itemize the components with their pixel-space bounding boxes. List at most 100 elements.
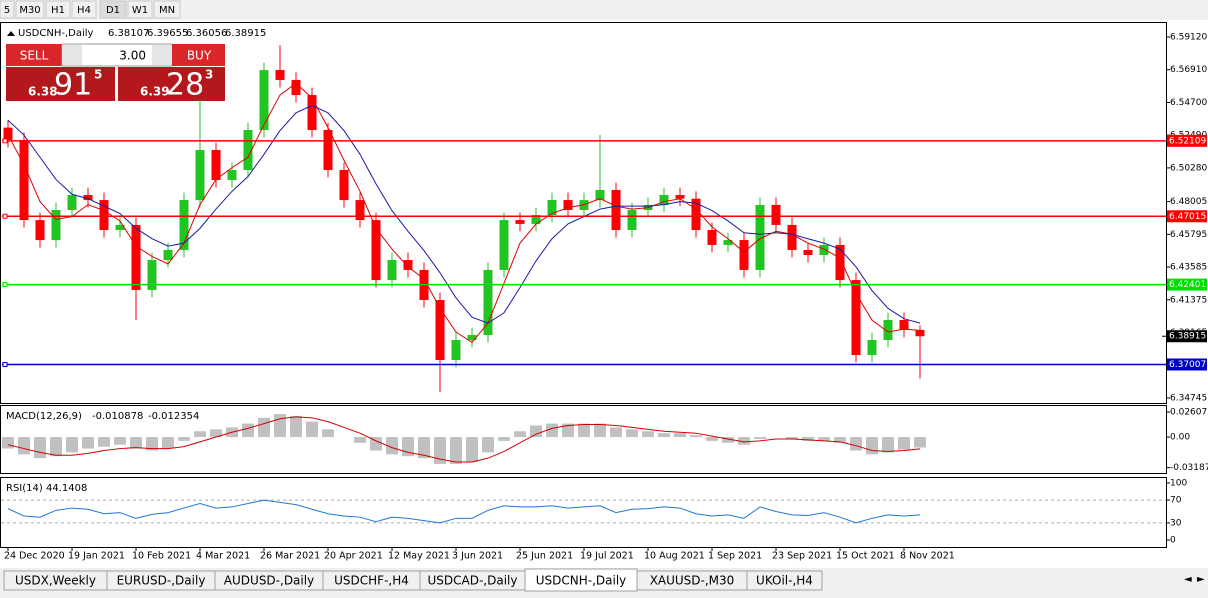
candle-body xyxy=(147,260,157,290)
macd-bar xyxy=(466,437,478,463)
buy-price-box[interactable] xyxy=(118,67,225,101)
lot-down[interactable] xyxy=(62,45,82,65)
candle-body xyxy=(3,127,13,140)
macd-bar xyxy=(578,423,590,438)
scroll-right[interactable]: ► xyxy=(1197,574,1205,585)
candle-body xyxy=(691,198,701,230)
candle-body xyxy=(323,130,333,170)
timeframe-button[interactable] xyxy=(153,0,181,19)
candle-body xyxy=(483,269,493,335)
sell-price-box[interactable] xyxy=(6,67,115,101)
y-tick-label: 6.59120 xyxy=(1170,33,1207,43)
macd-pane xyxy=(0,405,1167,474)
moving-average xyxy=(7,82,921,344)
macd-bar xyxy=(882,437,894,453)
buy-button[interactable] xyxy=(172,44,225,66)
y-tick-label: -0.031872 xyxy=(1170,463,1208,473)
tab-label: EURUSD-,Daily xyxy=(117,574,206,588)
macd-bar xyxy=(322,429,334,438)
x-tick-label: 25 Jun 2021 xyxy=(516,551,573,562)
macd-bar xyxy=(722,437,734,443)
macd-bar xyxy=(130,437,142,449)
candle-body xyxy=(563,200,573,210)
timeframe-button[interactable] xyxy=(99,0,127,19)
candle-body xyxy=(787,224,797,250)
timeframe-button[interactable] xyxy=(127,0,153,19)
macd-bar xyxy=(610,427,622,438)
macd-bar xyxy=(562,423,574,438)
macd-bar xyxy=(274,413,286,438)
header-value: 6.36056 xyxy=(186,28,227,39)
price-label: 6.52109 xyxy=(1169,136,1206,146)
macd-bar xyxy=(258,417,270,438)
candle-body xyxy=(291,79,301,96)
macd-bar xyxy=(674,433,686,438)
macd-bar xyxy=(530,425,542,438)
sell-button[interactable] xyxy=(6,44,62,66)
macd-bar xyxy=(2,437,14,449)
candle-body xyxy=(339,169,349,201)
candle-body xyxy=(163,249,173,261)
candle-body xyxy=(659,195,669,205)
candle-body xyxy=(99,200,109,230)
candle-body xyxy=(835,244,845,281)
price-label: 6.42401 xyxy=(1169,280,1206,290)
candle-body xyxy=(227,169,237,181)
x-tick-label: 4 Mar 2021 xyxy=(196,551,250,562)
candle-body xyxy=(867,340,877,355)
tab[interactable] xyxy=(746,570,823,591)
candle-body xyxy=(499,220,509,270)
sell-price-fraction: 5 xyxy=(94,68,102,82)
scroll-left[interactable]: ◄ xyxy=(1184,574,1192,585)
candle-body xyxy=(755,204,765,270)
candle-body xyxy=(195,150,205,201)
candle-body xyxy=(723,240,733,245)
macd-bar xyxy=(450,437,462,464)
candle-body xyxy=(67,195,77,210)
timeframe-button[interactable] xyxy=(45,0,71,19)
timeframe-label: MN xyxy=(159,5,175,16)
timeframe-button[interactable] xyxy=(0,0,15,19)
macd-bar xyxy=(738,437,750,445)
candle-body xyxy=(179,200,189,250)
sell-price-pips: 91 xyxy=(54,68,92,103)
price-label-box xyxy=(1167,330,1207,343)
candle-body xyxy=(883,320,893,341)
y-tick-label: 6.48005 xyxy=(1170,197,1207,207)
price-pane xyxy=(0,22,1167,404)
buy-price-fraction: 3 xyxy=(205,68,213,82)
tab-label: AUDUSD-,Daily xyxy=(224,574,314,588)
candle-body xyxy=(899,320,909,330)
lot-value: 3.00 xyxy=(119,49,146,63)
tab-label: USDCAD-,Daily xyxy=(428,574,518,588)
candle-body xyxy=(803,249,813,256)
x-tick-label: 3 Jun 2021 xyxy=(452,551,503,562)
candle-body xyxy=(115,224,125,230)
candle-body xyxy=(403,260,413,270)
chart-menu-icon[interactable] xyxy=(7,31,15,36)
macd-bar xyxy=(642,431,654,438)
candle-body xyxy=(387,260,397,281)
lot-up[interactable] xyxy=(152,45,172,65)
macd-bar xyxy=(210,429,222,438)
timeframe-button[interactable] xyxy=(15,0,45,19)
timeframe-button[interactable] xyxy=(71,0,97,19)
x-tick-label: 15 Oct 2021 xyxy=(836,551,895,562)
y-tick-label: 0 xyxy=(1170,535,1176,545)
candle-body xyxy=(739,240,749,270)
macd-bar xyxy=(786,437,798,439)
rsi-pane xyxy=(0,477,1167,548)
price-label-box xyxy=(1167,278,1207,291)
x-tick-label: 10 Feb 2021 xyxy=(132,551,191,562)
macd-bar xyxy=(914,437,926,448)
macd-bar xyxy=(146,437,158,451)
candle-body xyxy=(547,200,557,216)
candle-body xyxy=(355,200,365,221)
price-label: 6.37007 xyxy=(1169,360,1206,370)
x-tick-label: 12 May 2021 xyxy=(388,551,450,562)
sell-price-big: 6.38 xyxy=(28,85,58,99)
candle-body xyxy=(307,95,317,131)
price-label-box xyxy=(1167,134,1207,147)
price-label-box xyxy=(1167,358,1207,371)
x-tick-label: 19 Jul 2021 xyxy=(580,551,634,562)
